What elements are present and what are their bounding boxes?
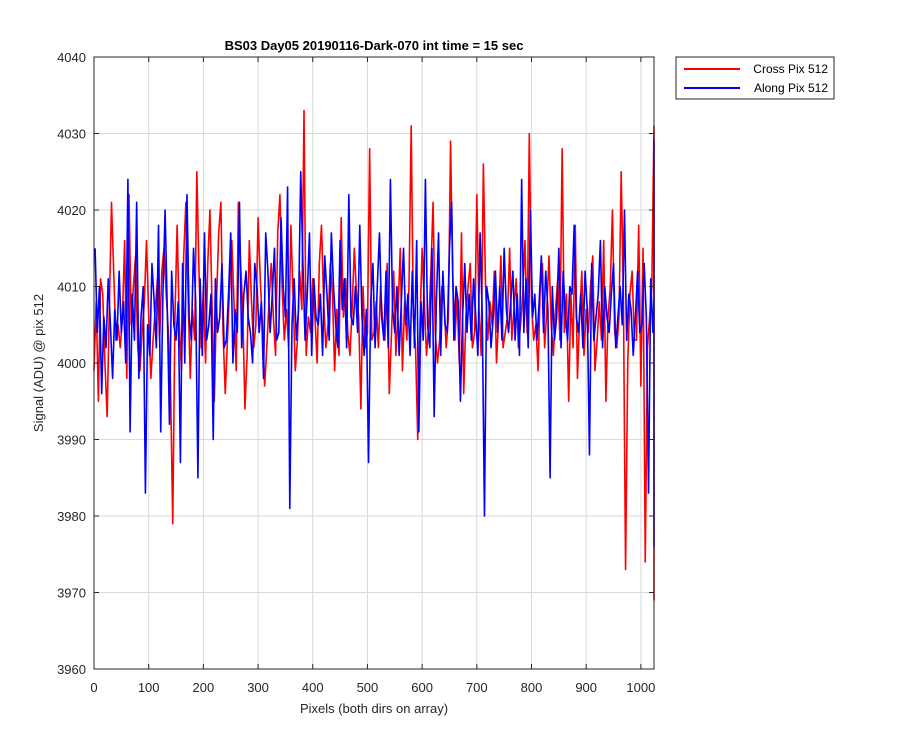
x-tick-label: 300 — [247, 680, 269, 695]
ticks: 0 100 200 300 400 500 600 700 800 900 1000 3960 3970… — [57, 50, 655, 695]
y-tick-label: 3980 — [57, 509, 86, 524]
x-tick-label: 1000 — [626, 680, 655, 695]
x-tick-label: 600 — [411, 680, 433, 695]
y-tick-label: 4010 — [57, 280, 86, 295]
y-axis-label: Signal (ADU) @ pix 512 — [31, 294, 46, 432]
y-tick-label: 3970 — [57, 586, 86, 601]
x-axis-label: Pixels (both dirs on array) — [300, 701, 448, 716]
x-tick-label: 400 — [302, 680, 324, 695]
legend-label-cross: Cross Pix 512 — [753, 62, 828, 76]
legend-box — [675, 56, 835, 100]
x-tick-label: 500 — [357, 680, 379, 695]
y-tick-label: 3960 — [57, 662, 86, 677]
y-tick-label: 4000 — [57, 356, 86, 371]
x-tick-label: 700 — [466, 680, 488, 695]
y-tick-label: 3990 — [57, 433, 86, 448]
y-tick-label: 4030 — [57, 127, 86, 142]
x-tick-label: 200 — [193, 680, 215, 695]
x-tick-label: 0 — [90, 680, 97, 695]
x-tick-label: 100 — [138, 680, 160, 695]
x-tick-label: 800 — [521, 680, 543, 695]
x-tick-label: 900 — [575, 680, 597, 695]
legend: Cross Pix 512 Along Pix 512 — [675, 56, 835, 100]
chart-title: BS03 Day05 20190116-Dark-070 int time = … — [225, 38, 524, 53]
y-tick-label: 4040 — [57, 50, 86, 65]
y-tick-label: 4020 — [57, 203, 86, 218]
legend-label-along: Along Pix 512 — [754, 81, 828, 95]
